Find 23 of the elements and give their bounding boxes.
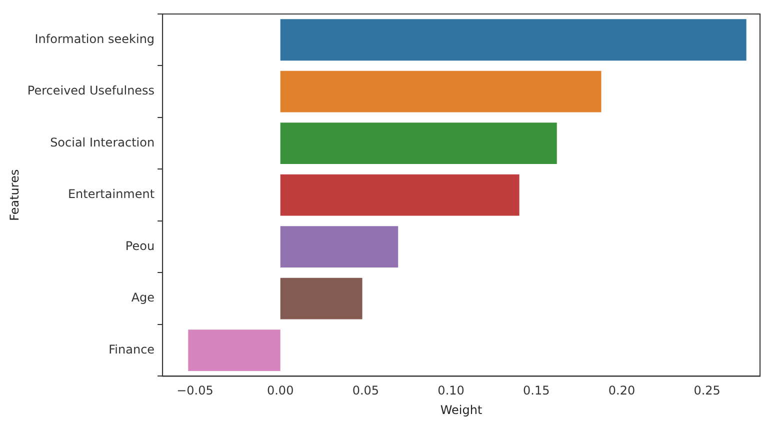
y-tick-label: Social Interaction [50,135,155,150]
x-tick-label: −0.05 [176,384,214,398]
y-tick-label: Age [131,290,155,305]
y-tick-label: Entertainment [68,187,155,202]
y-tick-label: Finance [108,342,155,356]
x-tick-label: 0.05 [352,384,380,398]
bar [280,70,602,112]
y-tick-label: Information seeking [34,32,155,46]
y-tick-label: Perceived Usefulness [27,84,155,98]
x-tick-label: 0.00 [266,384,294,398]
x-tick-label: 0.20 [608,384,636,398]
x-axis-title: Weight [440,402,482,417]
x-tick-label: 0.25 [694,384,720,398]
bar [280,278,362,320]
x-tick-label: 0.15 [523,384,550,398]
bar [280,122,557,164]
bar [280,174,520,216]
bar [280,226,398,268]
x-tick-label: 0.10 [438,384,464,398]
y-tick-label: Peou [125,238,155,253]
y-axis-title: Features [7,169,22,221]
bar [280,19,746,61]
bar [188,330,280,372]
